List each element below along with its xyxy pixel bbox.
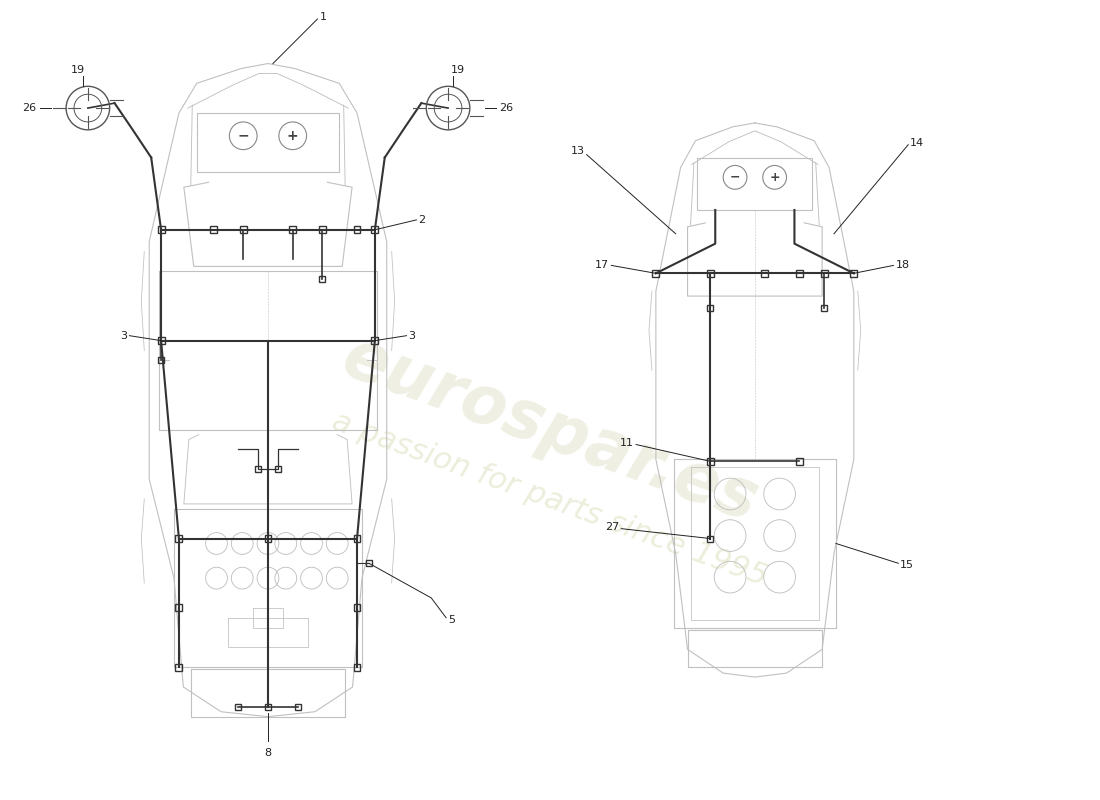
Bar [761,270,768,277]
Text: 2: 2 [418,215,426,225]
Text: 19: 19 [451,66,465,75]
Text: 3: 3 [408,330,416,341]
Bar [157,337,165,344]
Bar [275,466,280,472]
Text: eurospar.es: eurospar.es [333,324,767,535]
Bar [707,535,713,542]
Bar [707,458,714,465]
Bar [353,535,361,542]
Text: −: − [238,129,249,142]
Bar [372,226,378,234]
Text: 13: 13 [571,146,584,156]
Bar [264,535,272,542]
Bar [707,270,714,277]
Bar [175,604,183,611]
Text: +: + [287,129,298,142]
Bar [157,226,165,234]
Text: 15: 15 [900,560,914,570]
Text: 3: 3 [120,330,128,341]
Text: 26: 26 [22,103,36,113]
Text: +: + [769,171,780,184]
Text: 26: 26 [499,103,514,113]
Bar [210,226,217,234]
Text: −: − [729,171,740,184]
Bar [850,270,857,277]
Bar [353,226,361,234]
Bar [175,664,183,670]
Text: 11: 11 [620,438,634,447]
Bar [707,305,713,311]
Bar [175,535,183,542]
Bar [289,226,296,234]
Bar [652,270,659,277]
Bar [821,305,827,311]
Text: a passion for parts since 1995: a passion for parts since 1995 [329,406,771,591]
Bar [240,226,246,234]
Bar [821,270,827,277]
Bar [353,604,361,611]
Text: 5: 5 [448,614,455,625]
Text: 19: 19 [70,66,85,75]
Text: 14: 14 [910,138,924,148]
Text: 17: 17 [595,261,609,270]
Bar [353,664,361,670]
Bar [265,704,271,710]
Text: 1: 1 [319,12,327,22]
Bar [235,704,241,710]
Bar [796,458,803,465]
Text: 18: 18 [895,261,910,270]
Bar [295,704,300,710]
Bar [366,560,372,566]
Text: 27: 27 [605,522,619,532]
Bar [158,358,164,363]
Bar [796,270,803,277]
Bar [319,226,326,234]
Bar [372,337,378,344]
Bar [255,466,261,472]
Text: 8: 8 [264,748,272,758]
Bar [319,276,326,282]
